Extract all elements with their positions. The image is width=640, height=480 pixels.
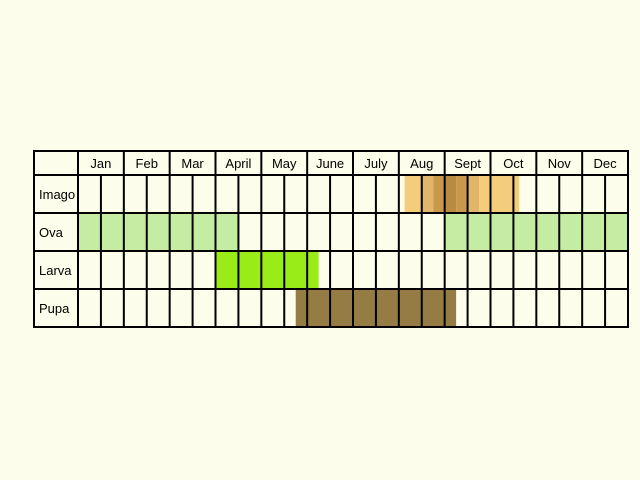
segment-imago-2: [433, 175, 445, 213]
segment-imago-1: [421, 175, 434, 213]
segment-imago-5: [467, 175, 480, 213]
stage-label-pupa: Pupa: [39, 301, 70, 316]
calendar-grid: [33, 150, 629, 328]
stage-label-ova: Ova: [39, 225, 64, 240]
month-label: July: [364, 156, 388, 171]
segment-imago-3: [444, 175, 457, 213]
month-label: May: [272, 156, 297, 171]
month-label: Nov: [548, 156, 572, 171]
segment-ova-0: [78, 213, 239, 251]
month-label: Mar: [181, 156, 204, 171]
segment-imago-4: [456, 175, 468, 213]
month-label: Oct: [503, 156, 524, 171]
segment-larva-0: [215, 251, 319, 289]
month-label: Sept: [454, 156, 481, 171]
month-label: Feb: [136, 156, 158, 171]
stage-label-imago: Imago: [39, 187, 75, 202]
calendar-labels: Jan Feb Mar April May June July Aug Sept Oct Nov De…: [39, 156, 617, 316]
stage-label-larva: Larva: [39, 263, 72, 278]
month-label: Jan: [90, 156, 111, 171]
month-label: Aug: [410, 156, 433, 171]
month-label: June: [316, 156, 344, 171]
month-label: April: [225, 156, 251, 171]
segment-imago-0: [404, 175, 422, 213]
month-label: Dec: [594, 156, 618, 171]
